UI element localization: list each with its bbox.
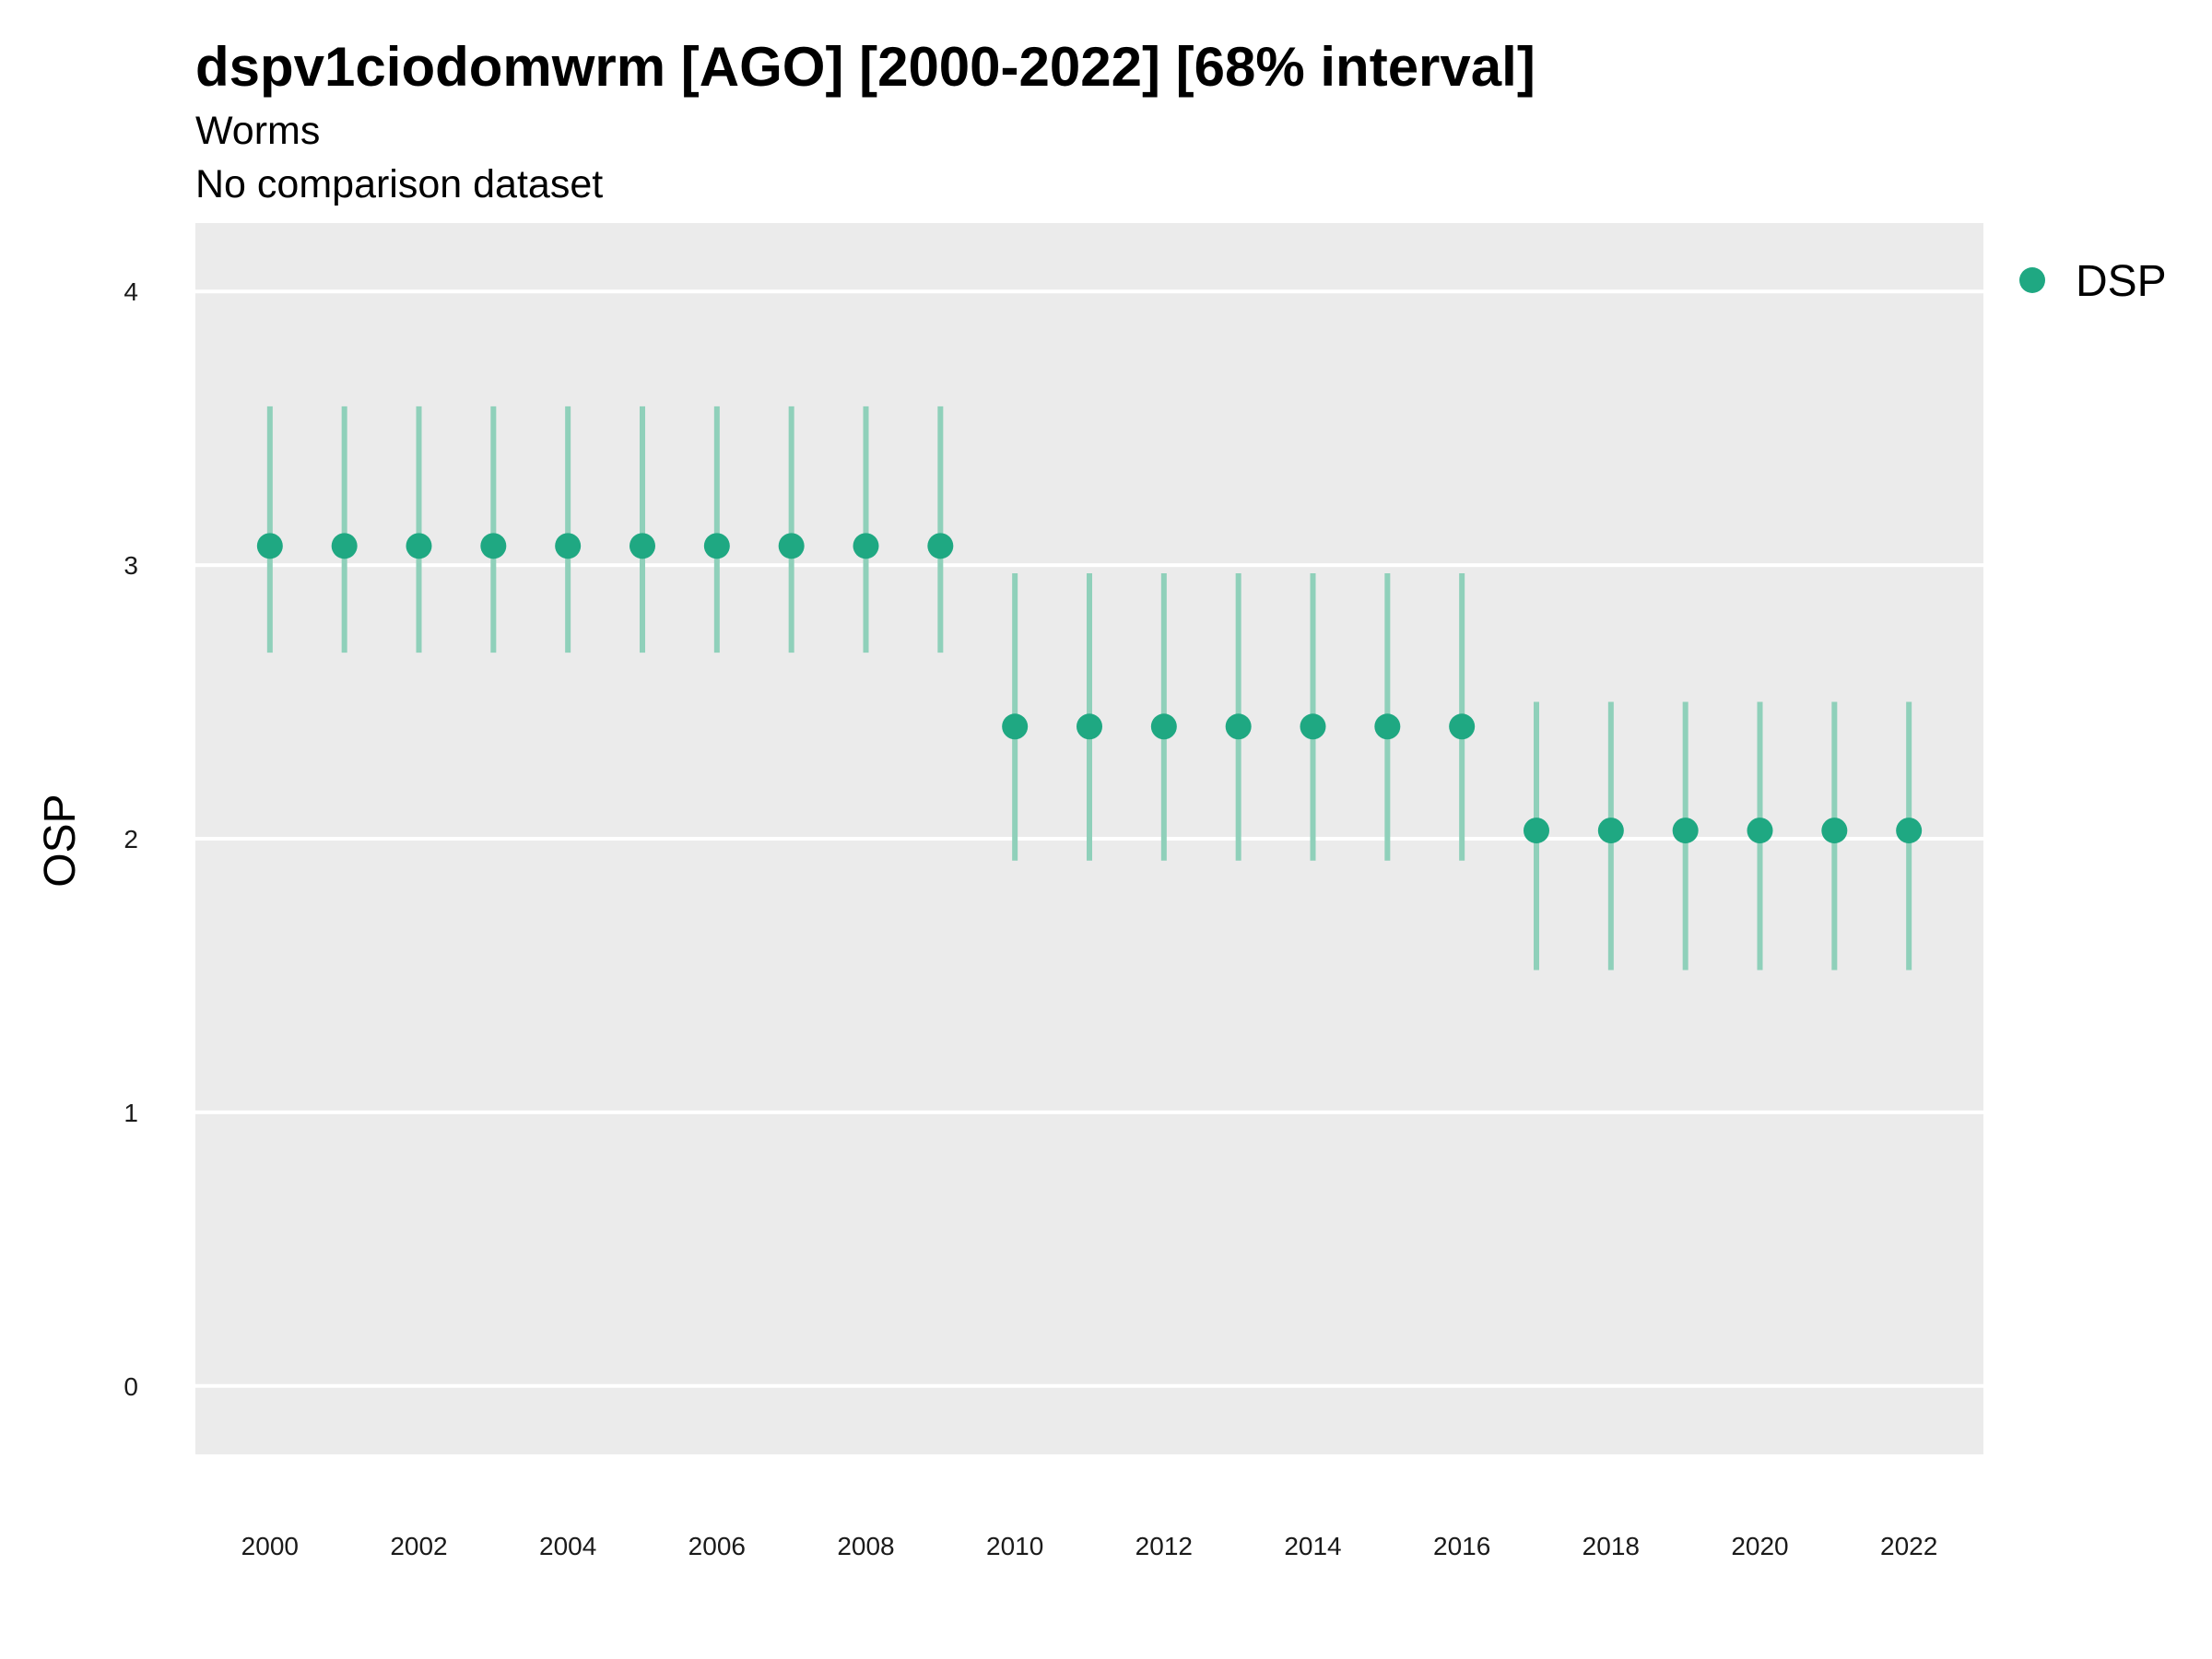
x-tick-label: 2016 (1433, 1532, 1490, 1560)
x-tick-label: 2010 (986, 1532, 1043, 1560)
data-point (1672, 818, 1699, 844)
data-point (1374, 713, 1401, 740)
data-point (629, 533, 655, 559)
x-tick-label: 2006 (688, 1532, 746, 1560)
legend-key-dsp (2019, 267, 2045, 293)
y-tick-label: 2 (124, 825, 138, 853)
data-point (778, 533, 805, 559)
x-tick-label: 2000 (241, 1532, 299, 1560)
data-point (927, 533, 954, 559)
chart-subtitle: Worms (195, 109, 320, 153)
data-points (256, 533, 1923, 844)
data-point (1524, 818, 1549, 844)
x-tick-label: 2020 (1731, 1532, 1788, 1560)
legend: DSP (2019, 257, 2167, 306)
data-point (1821, 818, 1848, 844)
x-tick-label: 2008 (837, 1532, 894, 1560)
data-point (703, 533, 730, 559)
x-tick-label: 2022 (1880, 1532, 1937, 1560)
x-tick-label: 2004 (539, 1532, 596, 1560)
data-point (1150, 713, 1177, 740)
data-point (1449, 713, 1476, 740)
data-point (256, 533, 283, 559)
y-axis-ticks: 0 1 2 3 4 (124, 277, 138, 1401)
data-point (1747, 818, 1773, 844)
x-axis-ticks: 2000 2002 2004 2006 2008 2010 2012 2014 2016 2018… (241, 1532, 1938, 1560)
data-point (1597, 818, 1624, 844)
data-point (1896, 818, 1923, 844)
data-point (406, 533, 432, 559)
y-axis-title: OSP (36, 794, 85, 887)
legend-label-dsp: DSP (2076, 257, 2167, 306)
data-point (331, 533, 358, 559)
x-tick-label: 2012 (1135, 1532, 1193, 1560)
chart-title: dspv1ciodomwrm [AGO] [2000-2022] [68% in… (195, 36, 1535, 98)
chart-subtitle-comparison: No comparison dataset (195, 162, 603, 206)
data-point (555, 533, 582, 559)
y-tick-label: 4 (124, 277, 138, 306)
y-tick-label: 0 (124, 1372, 138, 1401)
x-tick-label: 2002 (390, 1532, 447, 1560)
data-point (1225, 713, 1252, 740)
y-tick-label: 1 (124, 1099, 138, 1127)
data-point (853, 533, 879, 559)
data-point (480, 533, 507, 559)
x-tick-label: 2014 (1284, 1532, 1341, 1560)
data-point (1002, 713, 1029, 740)
data-point (1077, 713, 1102, 740)
x-tick-label: 2018 (1583, 1532, 1640, 1560)
y-tick-label: 3 (124, 551, 138, 580)
data-point (1300, 713, 1326, 740)
